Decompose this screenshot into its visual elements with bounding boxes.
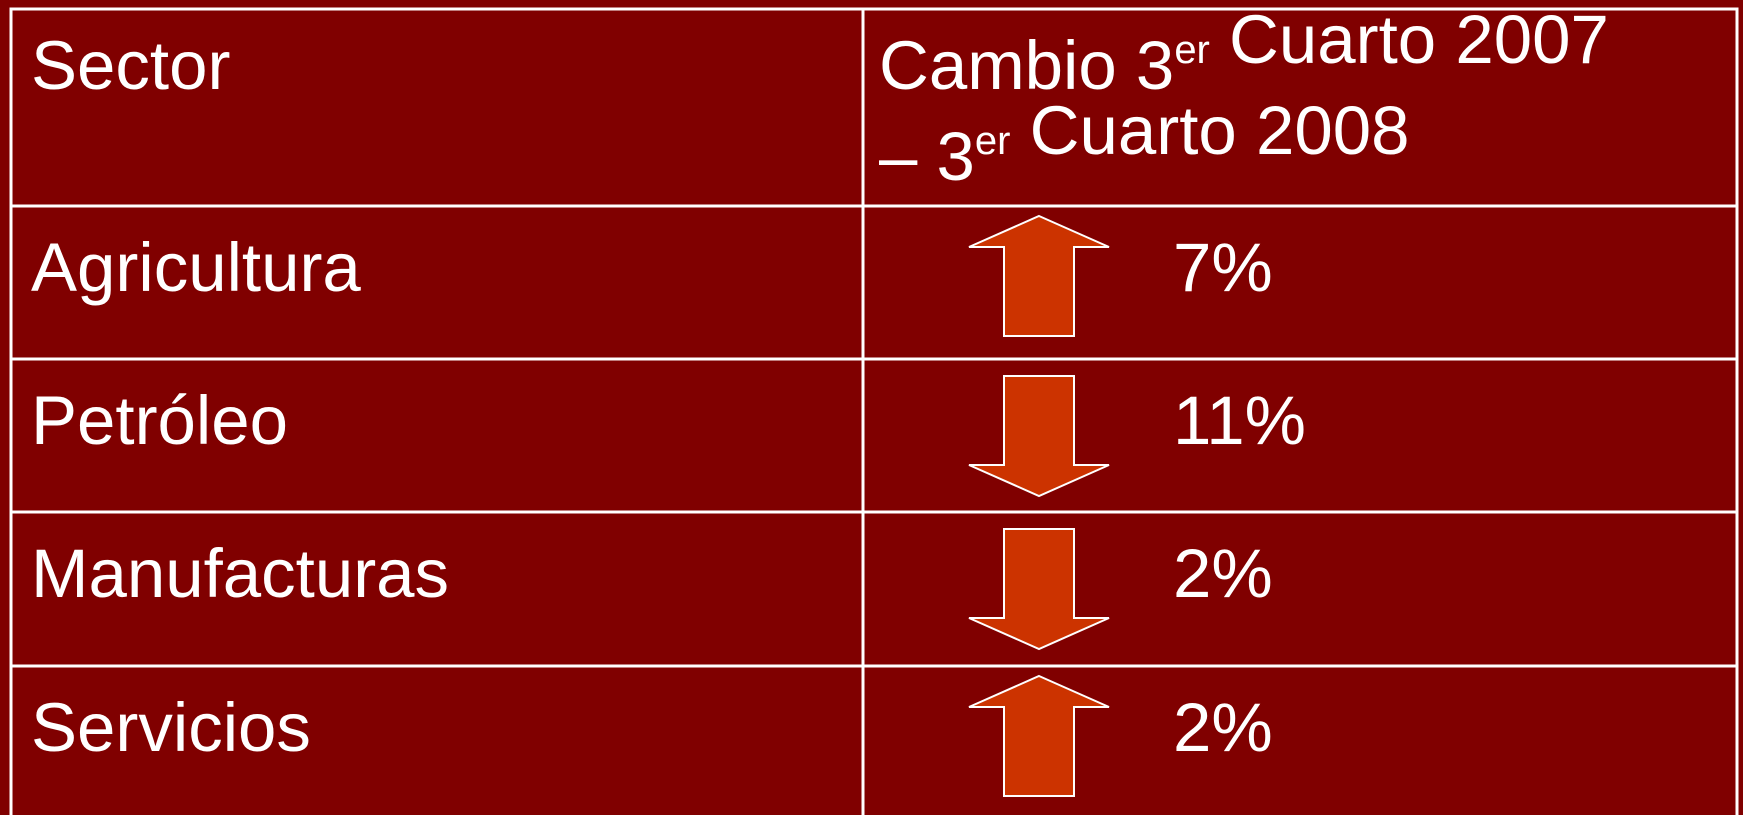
header-text: – 3 bbox=[879, 118, 975, 195]
header-text: Cuarto 2007 bbox=[1210, 1, 1609, 78]
header-cell: Sector bbox=[31, 27, 230, 104]
header-text: Cuarto 2008 bbox=[1011, 92, 1410, 169]
sector-cell: Servicios bbox=[31, 689, 311, 766]
change-cell: 2% bbox=[1173, 535, 1273, 612]
sector-cell: Manufacturas bbox=[31, 535, 449, 612]
sector-cell: Petróleo bbox=[31, 382, 288, 459]
header-text: Cambio 3 bbox=[879, 27, 1174, 104]
table-grid bbox=[9, 7, 1739, 815]
header-cell-line: – 3er Cuarto 2008 bbox=[879, 92, 1409, 195]
change-cell: 11% bbox=[1173, 382, 1306, 459]
change-cell: 2% bbox=[1173, 689, 1273, 766]
superscript: er bbox=[1174, 28, 1210, 72]
header-cell-line: Cambio 3er Cuarto 2007 bbox=[879, 1, 1609, 104]
superscript: er bbox=[975, 119, 1011, 163]
table-border bbox=[9, 7, 1739, 815]
arrow-up bbox=[968, 214, 1110, 337]
arrow-down bbox=[968, 375, 1110, 498]
arrow-up bbox=[968, 674, 1110, 797]
sector-cell: Agricultura bbox=[31, 229, 361, 306]
arrow-down bbox=[968, 528, 1110, 651]
change-cell: 7% bbox=[1173, 229, 1273, 306]
